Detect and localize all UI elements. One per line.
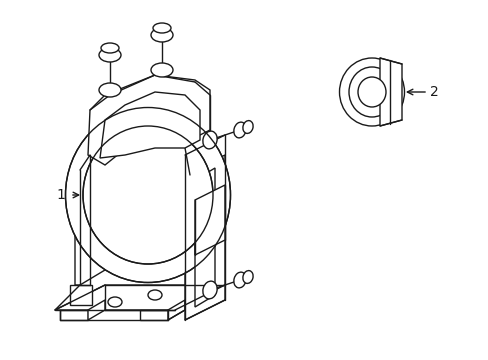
Polygon shape [100, 92, 200, 158]
Polygon shape [195, 185, 224, 255]
Ellipse shape [99, 48, 121, 62]
Ellipse shape [101, 43, 119, 53]
Ellipse shape [243, 121, 253, 134]
Ellipse shape [233, 122, 245, 138]
Ellipse shape [357, 77, 385, 107]
Ellipse shape [151, 63, 173, 77]
Ellipse shape [151, 28, 173, 42]
Polygon shape [60, 310, 88, 320]
Ellipse shape [339, 58, 404, 126]
Text: 1: 1 [56, 188, 65, 202]
Polygon shape [184, 155, 224, 320]
Ellipse shape [108, 297, 122, 307]
Polygon shape [88, 300, 105, 320]
Ellipse shape [148, 290, 162, 300]
Ellipse shape [99, 83, 121, 97]
Text: 2: 2 [429, 85, 438, 99]
Ellipse shape [203, 281, 217, 299]
Ellipse shape [203, 131, 217, 149]
Polygon shape [70, 285, 92, 305]
Ellipse shape [153, 23, 171, 33]
Polygon shape [168, 300, 184, 320]
Ellipse shape [243, 271, 253, 283]
Ellipse shape [83, 126, 213, 264]
Ellipse shape [233, 272, 245, 288]
Polygon shape [55, 285, 224, 310]
Polygon shape [88, 75, 209, 165]
Polygon shape [75, 155, 105, 285]
Polygon shape [379, 58, 401, 126]
Ellipse shape [65, 108, 230, 283]
Polygon shape [140, 310, 168, 320]
Ellipse shape [348, 67, 394, 117]
Polygon shape [195, 168, 215, 307]
